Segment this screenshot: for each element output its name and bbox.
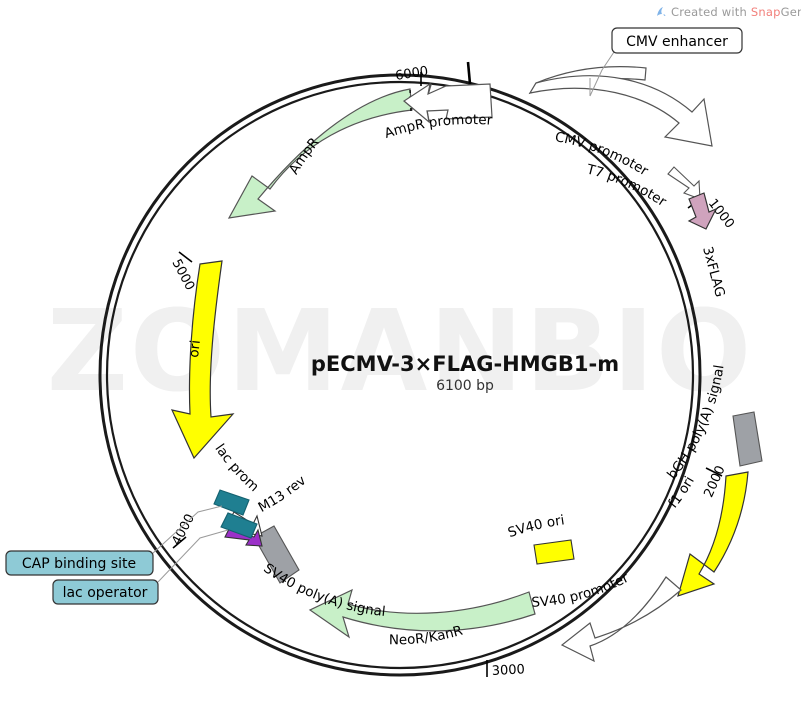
callout-leaders <box>151 51 615 583</box>
feature-cmv-promoter[interactable] <box>528 68 716 147</box>
feature-label-sv40-ori: SV40 ori <box>506 512 566 541</box>
watermark-text: ZOMANBIO <box>47 287 754 417</box>
tick-label-6000: 6000 <box>394 64 429 84</box>
feature-label-ori: ori <box>186 339 204 358</box>
callout-cmv-enhancer[interactable]: CMV enhancer <box>611 27 743 54</box>
feature-label-ampr: AmpR <box>286 135 323 178</box>
feature-sv40-ori[interactable] <box>533 539 575 565</box>
tick-marks <box>172 61 723 677</box>
tick-2000 <box>705 467 723 477</box>
feature-sv40-polya-signal[interactable] <box>253 525 300 584</box>
feature-cap-binding-site[interactable] <box>213 489 250 516</box>
snapgene-attribution: Created with SnapGene® <box>655 5 801 19</box>
logo-prefix: Created with <box>671 5 751 19</box>
plasmid-backbone <box>98 73 702 677</box>
plasmid-name: pECMV-3×FLAG-HMGB1-m <box>311 352 619 376</box>
feature-ampr-promoter[interactable] <box>402 82 493 124</box>
leader-lac-operator <box>157 529 229 583</box>
leader-cmv-enhancer <box>589 51 615 97</box>
feature-lac-operator[interactable] <box>220 512 258 539</box>
tick-4000 <box>172 536 187 549</box>
feature-ori[interactable] <box>170 260 235 460</box>
feature-bgh-polya-signal[interactable] <box>732 411 763 467</box>
snapgene-logo-icon <box>655 6 667 18</box>
feature-t7-promoter[interactable] <box>667 166 701 200</box>
callout-cap-binding-site[interactable]: CAP binding site <box>5 550 154 576</box>
tick-label-4000: 4000 <box>169 512 198 548</box>
leader-cap-binding-site <box>151 505 223 555</box>
feature-neor-kanr[interactable] <box>308 586 536 640</box>
callout-label-cmv-enhancer: CMV enhancer <box>626 34 728 50</box>
plasmid-center-label: pECMV-3×FLAG-HMGB1-m 6100 bp <box>311 352 619 394</box>
logo-brand-gene: Gene® <box>780 5 801 19</box>
callout-label-cap-binding-site: CAP binding site <box>22 556 136 572</box>
feature-sv40-promoter[interactable] <box>560 576 682 663</box>
feature-f1-ori[interactable] <box>677 471 749 597</box>
tick-label-3000: 3000 <box>491 662 525 679</box>
callout-label-lac-operator: lac operator <box>63 585 148 601</box>
feature-label-m13-rev: M13 rev <box>256 473 310 516</box>
feature-ampr[interactable] <box>227 88 413 219</box>
tick-origin <box>466 61 472 85</box>
feature-3xflag[interactable] <box>687 192 718 230</box>
callout-lac-operator[interactable]: lac operator <box>52 579 159 605</box>
logo-brand-snap: Snap <box>750 5 781 19</box>
tick-5000 <box>178 251 193 263</box>
feature-label-ampr-promoter: AmpR promoter <box>382 112 493 142</box>
plasmid-size: 6100 bp <box>436 378 494 394</box>
